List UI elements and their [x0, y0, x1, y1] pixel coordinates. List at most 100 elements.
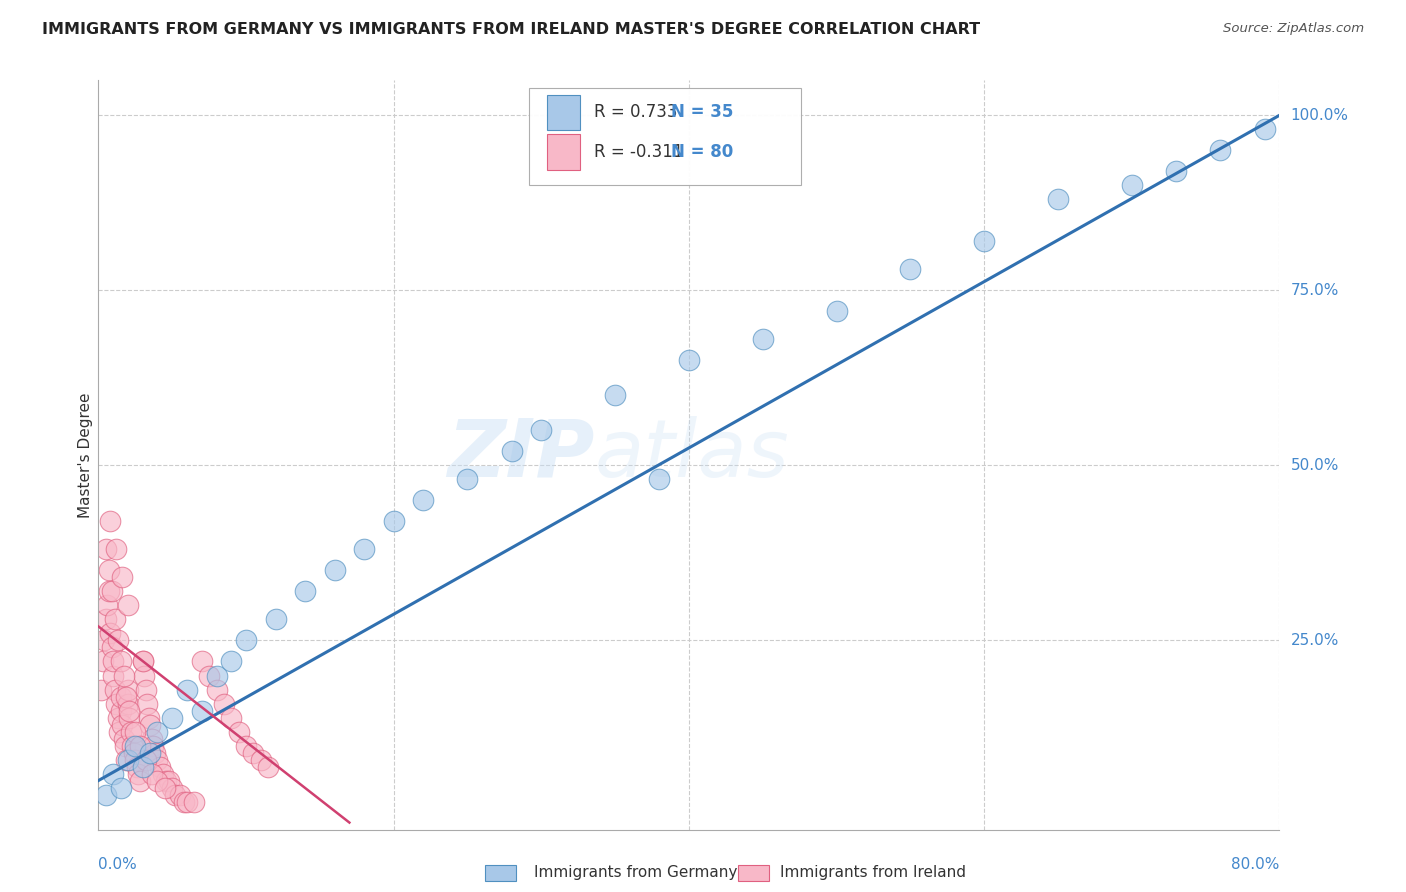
- Point: [94, 612, 117, 626]
- Point: [1166, 164, 1188, 178]
- Point: [294, 584, 316, 599]
- Point: [136, 697, 159, 711]
- Point: [412, 493, 434, 508]
- Point: [124, 739, 146, 753]
- Point: [90, 682, 112, 697]
- Point: [132, 759, 155, 773]
- Point: [169, 788, 191, 802]
- Point: [139, 746, 162, 760]
- Point: [162, 780, 183, 795]
- Point: [530, 424, 553, 438]
- Point: [94, 788, 117, 802]
- Point: [228, 724, 250, 739]
- Point: [117, 599, 139, 613]
- Point: [165, 788, 187, 802]
- Point: [221, 655, 243, 669]
- Point: [457, 472, 479, 486]
- Point: [155, 773, 177, 788]
- Point: [134, 668, 156, 682]
- Point: [98, 515, 121, 529]
- Text: N = 80: N = 80: [671, 144, 734, 161]
- Point: [176, 682, 198, 697]
- Point: [501, 444, 523, 458]
- Point: [94, 542, 117, 557]
- FancyBboxPatch shape: [547, 134, 581, 170]
- Point: [91, 655, 114, 669]
- Text: 0.0%: 0.0%: [98, 857, 138, 872]
- Point: [112, 668, 135, 682]
- Point: [110, 690, 132, 704]
- Point: [132, 655, 155, 669]
- Point: [183, 795, 205, 809]
- Point: [146, 773, 169, 788]
- Point: [1046, 192, 1070, 206]
- Point: [122, 746, 145, 760]
- Point: [235, 739, 257, 753]
- Point: [115, 752, 138, 766]
- Point: [153, 780, 176, 795]
- Point: [112, 731, 135, 746]
- Text: 100.0%: 100.0%: [1291, 108, 1348, 123]
- Point: [1209, 144, 1232, 158]
- Point: [173, 795, 195, 809]
- Point: [117, 752, 139, 766]
- Point: [146, 724, 169, 739]
- Point: [111, 570, 134, 584]
- Point: [149, 759, 172, 773]
- Text: Immigrants from Ireland: Immigrants from Ireland: [780, 865, 966, 880]
- FancyBboxPatch shape: [547, 95, 581, 130]
- Point: [98, 626, 121, 640]
- Text: Immigrants from Germany: Immigrants from Germany: [534, 865, 738, 880]
- FancyBboxPatch shape: [530, 87, 801, 186]
- Point: [97, 584, 120, 599]
- Point: [128, 739, 150, 753]
- Point: [382, 515, 405, 529]
- Text: R = -0.311: R = -0.311: [595, 144, 683, 161]
- Point: [221, 710, 243, 724]
- Text: IMMIGRANTS FROM GERMANY VS IMMIGRANTS FROM IRELAND MASTER'S DEGREE CORRELATION C: IMMIGRANTS FROM GERMANY VS IMMIGRANTS FR…: [42, 22, 980, 37]
- Point: [103, 668, 125, 682]
- Point: [100, 640, 122, 655]
- Point: [323, 564, 346, 578]
- Point: [198, 668, 221, 682]
- Point: [138, 710, 160, 724]
- Point: [104, 612, 127, 626]
- Point: [117, 682, 139, 697]
- Point: [605, 388, 627, 402]
- Point: [124, 724, 146, 739]
- Point: [117, 697, 139, 711]
- Text: 75.0%: 75.0%: [1291, 283, 1339, 298]
- Point: [191, 704, 214, 718]
- Point: [105, 697, 128, 711]
- Text: ZIP: ZIP: [447, 416, 595, 494]
- Point: [127, 766, 149, 780]
- Point: [176, 795, 198, 809]
- Point: [141, 731, 163, 746]
- Point: [825, 304, 848, 318]
- Point: [142, 739, 165, 753]
- Point: [973, 235, 995, 249]
- Point: [132, 655, 155, 669]
- Point: [121, 739, 143, 753]
- Point: [141, 766, 163, 780]
- Point: [110, 704, 132, 718]
- Text: atlas: atlas: [595, 416, 789, 494]
- Point: [752, 332, 775, 346]
- Point: [97, 564, 120, 578]
- Point: [103, 766, 125, 780]
- Point: [212, 697, 235, 711]
- Point: [135, 752, 157, 766]
- Text: N = 35: N = 35: [671, 103, 734, 121]
- Point: [250, 752, 273, 766]
- Point: [105, 542, 128, 557]
- Point: [242, 746, 264, 760]
- Point: [125, 759, 148, 773]
- Point: [157, 773, 180, 788]
- Text: R = 0.733: R = 0.733: [595, 103, 678, 121]
- Point: [100, 584, 122, 599]
- Point: [1254, 122, 1277, 136]
- Point: [143, 746, 166, 760]
- Point: [205, 668, 228, 682]
- Point: [120, 724, 142, 739]
- Point: [93, 633, 115, 648]
